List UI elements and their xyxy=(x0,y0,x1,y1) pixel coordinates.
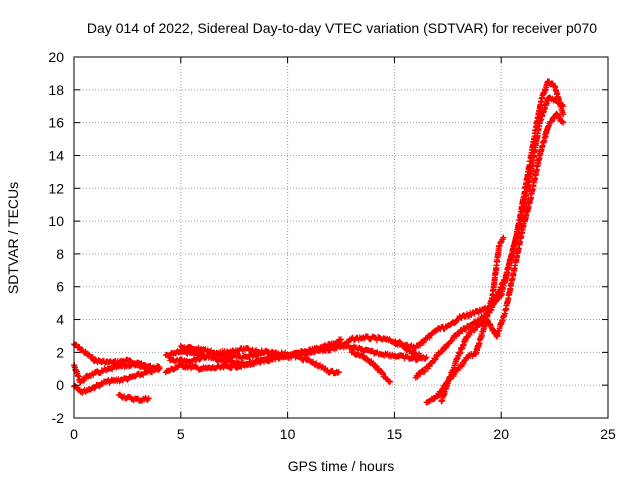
data-points xyxy=(71,78,567,406)
axis-ticks: 0 5 10 15 20 25 -2 0 2 4 6 8 10 12 14 16 18 20 xyxy=(48,49,616,442)
y-axis-label: SDTVAR / TECUs xyxy=(5,182,21,294)
series-arc-10 xyxy=(391,94,567,352)
series-markers xyxy=(412,78,567,381)
series-arc-8 xyxy=(167,340,430,365)
series-markers xyxy=(348,348,394,385)
y-tick-label: 0 xyxy=(56,377,64,393)
y-tick-label: -2 xyxy=(52,410,65,426)
x-tick-label: 25 xyxy=(600,426,616,442)
series-arc-9 xyxy=(348,348,394,385)
x-tick-label: 20 xyxy=(493,426,509,442)
series-markers xyxy=(167,340,430,365)
plot-frame xyxy=(73,56,609,419)
series-markers xyxy=(391,94,567,352)
x-tick-label: 0 xyxy=(70,426,78,442)
y-tick-label: 2 xyxy=(56,344,64,360)
chart-title: Day 014 of 2022, Sidereal Day-to-day VTE… xyxy=(87,20,597,36)
y-tick-label: 10 xyxy=(48,213,64,229)
y-tick-label: 16 xyxy=(48,115,64,131)
y-tick-label: 12 xyxy=(48,180,64,196)
grid xyxy=(74,57,608,418)
series-markers xyxy=(115,391,152,404)
y-tick-label: 4 xyxy=(56,312,64,328)
series-arc-13 xyxy=(438,110,567,405)
x-tick-label: 5 xyxy=(177,426,185,442)
x-tick-label: 10 xyxy=(280,426,296,442)
series-arc-4 xyxy=(115,391,152,404)
series-arc-11 xyxy=(412,78,567,381)
y-tick-label: 18 xyxy=(48,82,64,98)
series-markers xyxy=(438,110,567,405)
y-tick-label: 14 xyxy=(48,147,64,163)
x-axis-label: GPS time / hours xyxy=(288,458,395,474)
y-tick-label: 6 xyxy=(56,279,64,295)
y-tick-label: 8 xyxy=(56,246,64,262)
x-tick-label: 15 xyxy=(387,426,403,442)
y-tick-label: 20 xyxy=(48,49,64,65)
